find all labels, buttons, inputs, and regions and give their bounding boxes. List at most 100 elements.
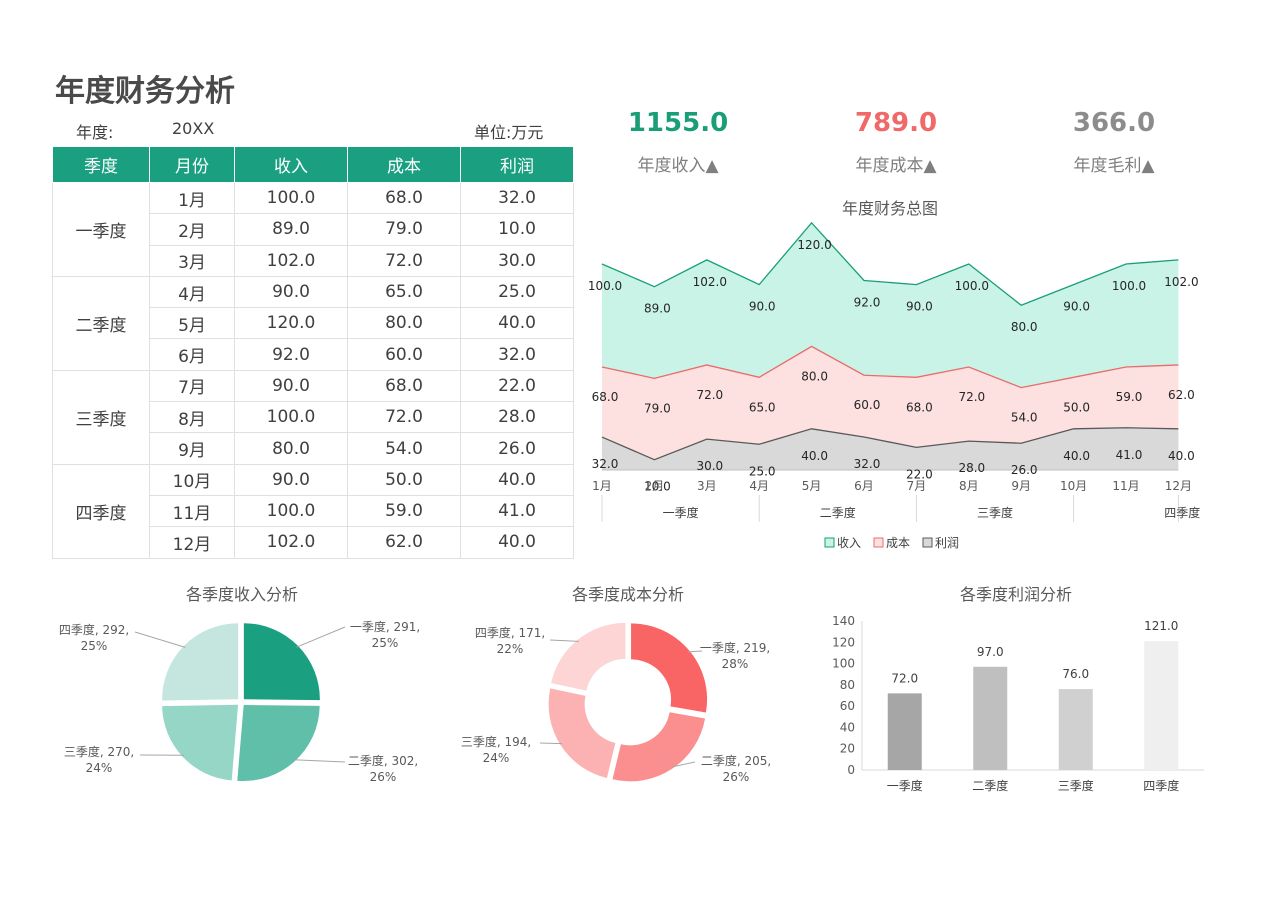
- bar: [1058, 689, 1093, 770]
- table-row: 6月 92.0 60.0 32.0: [53, 338, 574, 371]
- profit-cell: 40.0: [460, 307, 574, 340]
- legend-swatch: [873, 537, 884, 548]
- pie-percent-label: 25%: [372, 636, 399, 650]
- pie-percent-label: 25%: [81, 639, 108, 653]
- profit-cell: 28.0: [460, 401, 574, 434]
- revenue-data-label: 89.0: [644, 302, 671, 316]
- cost-cell: 72.0: [347, 244, 461, 277]
- profit-data-label: 26.0: [1011, 463, 1038, 477]
- revenue-data-label: 100.0: [955, 279, 989, 293]
- quarter-axis-label: 二季度: [820, 505, 856, 520]
- profit-cell: 41.0: [460, 494, 574, 528]
- month-cell: 9月: [149, 432, 235, 465]
- page-title: 年度财务分析: [55, 74, 235, 109]
- quarter-axis-label: 三季度: [977, 505, 1013, 520]
- pie-leader-line: [549, 639, 579, 642]
- area-chart: 100.0 68.0 32.0 1月 89.0 79.0 10.02月 102.0 72.0 30…: [588, 221, 1200, 550]
- profit-cell: 32.0: [460, 338, 574, 371]
- pie-percent-label: 24%: [86, 761, 113, 775]
- month-cell: 3月: [149, 244, 235, 277]
- legend-label: 收入: [837, 536, 861, 550]
- bar: [887, 693, 922, 770]
- revenue-cell: 89.0: [234, 213, 348, 246]
- cost-data-label: 68.0: [592, 390, 619, 404]
- x-tick-label: 2月: [645, 479, 665, 493]
- month-cell: 7月: [149, 369, 235, 403]
- revenue-cell: 102.0: [234, 526, 348, 559]
- bar: [1144, 641, 1179, 770]
- cost-cell: 60.0: [347, 338, 461, 371]
- profit-bar-title: 各季度利润分析: [959, 585, 1072, 604]
- cost-data-label: 72.0: [958, 390, 985, 404]
- profit-data-label: 25.0: [749, 464, 776, 478]
- table-row: 5月 120.0 80.0 40.0: [53, 307, 574, 340]
- bar-value-label: 121.0: [1144, 619, 1178, 633]
- pie-percent-label: 26%: [370, 770, 397, 784]
- y-tick-label: 20: [840, 742, 855, 756]
- profit-cell: 40.0: [460, 463, 574, 496]
- cost-data-label: 79.0: [644, 401, 671, 415]
- x-tick-label: 7月: [907, 479, 927, 493]
- x-tick-label: 12月: [1165, 479, 1192, 493]
- pie-percent-label: 28%: [722, 657, 749, 671]
- y-tick-label: 80: [840, 678, 855, 692]
- bar: [973, 666, 1008, 770]
- month-cell: 6月: [149, 338, 235, 371]
- cost-cell: 50.0: [347, 463, 461, 496]
- y-tick-label: 100: [832, 657, 855, 671]
- pie-data-label: 一季度, 291,: [350, 619, 420, 634]
- month-cell: 11月: [149, 494, 235, 528]
- year-label: 年度:: [76, 123, 114, 142]
- pie-data-label: 三季度, 194,: [461, 734, 531, 749]
- profit-area: [602, 427, 1179, 470]
- profit-cell: 26.0: [460, 432, 574, 465]
- profit-cell: 10.0: [460, 213, 574, 246]
- profit-data-label: 40.0: [1063, 449, 1090, 463]
- revenue-cell: 120.0: [234, 307, 348, 340]
- cost-cell: 54.0: [347, 432, 461, 465]
- table-header-cell: 月份: [149, 146, 235, 183]
- cost-donut-chart: 一季度, 219, 28% 二季度, 205, 26% 三季度, 194, 24% 四季度,…: [461, 622, 771, 784]
- cost-data-label: 72.0: [696, 388, 723, 402]
- y-tick-label: 60: [840, 699, 855, 713]
- table-body: 一季度 1月 100.0 68.0 32.0 2月 89.0 79.0 10.0 3月 102.0 7…: [52, 181, 574, 559]
- pie-slice: [162, 704, 239, 781]
- pie-slice: [612, 712, 706, 782]
- table-row: 9月 80.0 54.0 26.0: [53, 432, 574, 465]
- kpi-value: 789.0: [854, 108, 938, 138]
- pie-percent-label: 24%: [483, 751, 510, 765]
- revenue-data-label: 102.0: [693, 275, 727, 289]
- x-tick-label: 10月: [1060, 479, 1087, 493]
- table-row: 三季度 7月 90.0 68.0 22.0: [52, 369, 574, 465]
- pie-data-label: 一季度, 219,: [700, 640, 770, 655]
- pie-data-label: 四季度, 171,: [475, 625, 545, 640]
- cost-cell: 68.0: [347, 181, 461, 215]
- pie-slice: [243, 623, 320, 701]
- cost-donut-title: 各季度成本分析: [571, 585, 684, 604]
- cost-data-label: 54.0: [1011, 411, 1038, 425]
- profit-cell: 30.0: [460, 244, 574, 277]
- kpi-value: 1155.0: [627, 108, 729, 138]
- table-header-row: 季度 月份 收入 成本 利润: [52, 146, 574, 183]
- table-row: 2月 89.0 79.0 10.0: [53, 213, 574, 246]
- revenue-cell: 90.0: [234, 463, 348, 496]
- kpi-label: 年度成本▲: [855, 156, 937, 176]
- year-value: 20XX: [172, 119, 215, 138]
- revenue-line: [601, 221, 1179, 306]
- cost-line: [601, 345, 1179, 389]
- profit-data-label: 22.0: [906, 467, 933, 481]
- month-cell: 4月: [149, 275, 235, 309]
- revenue-data-label: 90.0: [1063, 300, 1090, 314]
- revenue-cell: 90.0: [234, 275, 348, 309]
- y-tick-label: 120: [832, 635, 855, 649]
- quarter-cell: 四季度: [52, 463, 150, 559]
- cost-data-label: 68.0: [906, 400, 933, 414]
- x-tick-label: 6月: [854, 479, 874, 493]
- bar-value-label: 97.0: [977, 645, 1004, 659]
- month-cell: 12月: [149, 526, 235, 559]
- profit-cell: 32.0: [460, 181, 574, 215]
- legend-label: 利润: [935, 536, 959, 550]
- month-cell: 8月: [149, 401, 235, 434]
- table-row: 12月 102.0 62.0 40.0: [53, 526, 574, 559]
- profit-data-label: 30.0: [696, 459, 723, 473]
